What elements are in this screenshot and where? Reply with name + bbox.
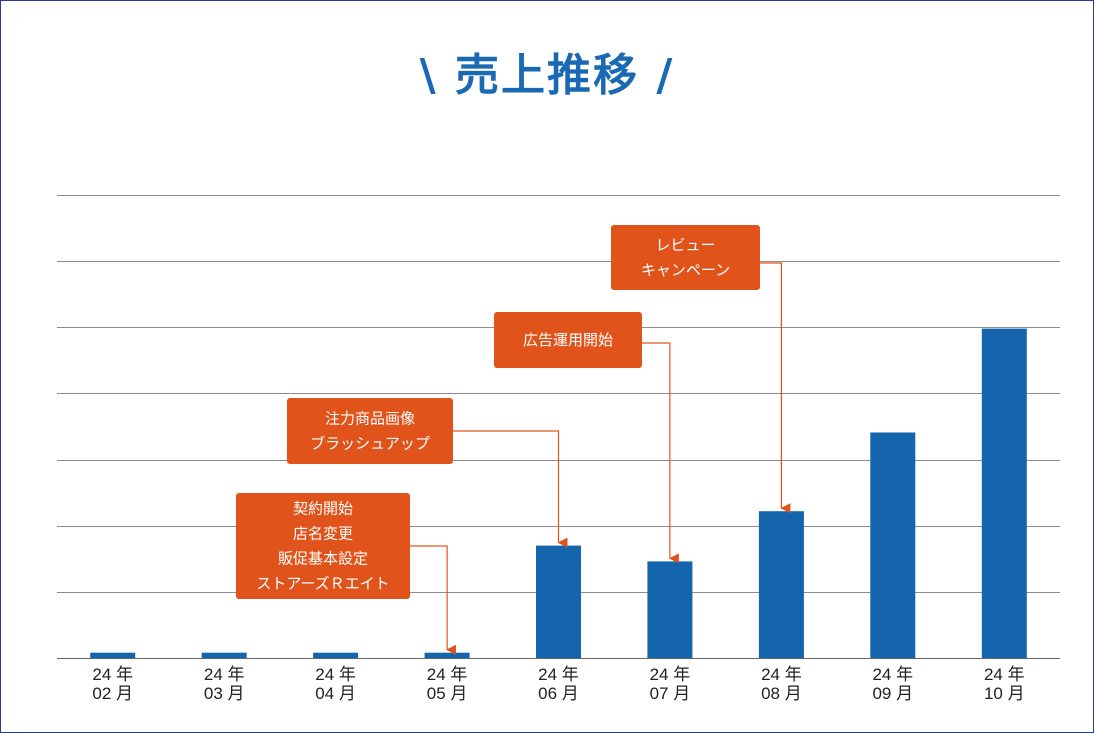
x-tick-label: 24 年 10 月	[984, 665, 1025, 703]
callout-box	[611, 225, 760, 290]
x-tick-label: 24 年 03 月	[204, 665, 245, 703]
x-tick-label: 24 年 04 月	[315, 665, 356, 703]
x-tick-label: 24 年 02 月	[92, 665, 133, 703]
callout-leader	[410, 545, 457, 655]
callout-text: ブラッシュアップ	[310, 435, 430, 453]
callout-leader	[760, 262, 791, 514]
callout-text: 注力商品画像	[325, 410, 415, 428]
bar	[647, 561, 693, 658]
callout-box	[236, 493, 410, 599]
x-tick-label: 24 年 06 月	[538, 665, 579, 703]
bar	[201, 652, 247, 658]
callout-text: ストアーズＲエイト	[256, 575, 389, 593]
x-tick-label: 24 年 05 月	[427, 665, 468, 703]
bar	[536, 545, 581, 658]
callout-text: 店名変更	[293, 525, 353, 543]
x-tick-label: 24 年 09 月	[872, 665, 913, 703]
bar	[90, 652, 136, 658]
callout-text: レビュー	[655, 236, 715, 254]
bar	[313, 652, 359, 658]
callout-text: 販促基本設定	[278, 550, 368, 568]
bar	[981, 328, 1027, 658]
callout-text: キャンペーン	[641, 261, 730, 279]
bar	[870, 432, 916, 658]
bar	[758, 511, 804, 658]
callout-box	[494, 312, 642, 368]
callout-leader	[453, 430, 568, 548]
callout-leader	[642, 342, 679, 564]
callout-text: 広告運用開始	[523, 331, 613, 349]
bar	[424, 652, 470, 658]
x-tick-label: 24 年 08 月	[761, 665, 802, 703]
callout-box	[287, 398, 453, 464]
callout-text: 契約開始	[293, 500, 353, 518]
chart-title: \ 売上推移 /	[419, 50, 675, 101]
x-tick-label: 24 年 07 月	[650, 665, 691, 703]
